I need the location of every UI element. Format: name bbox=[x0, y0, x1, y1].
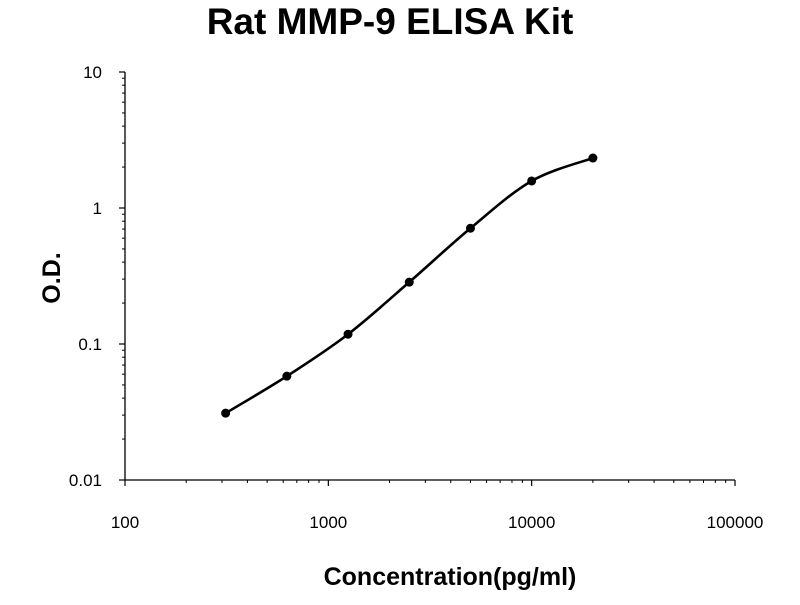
y-tick-label: 1 bbox=[93, 199, 102, 218]
x-tick-label: 100 bbox=[111, 513, 139, 532]
y-tick-label: 10 bbox=[83, 63, 102, 82]
data-point bbox=[465, 223, 475, 233]
data-point bbox=[282, 371, 292, 381]
x-tick-label: 10000 bbox=[508, 513, 555, 532]
data-point bbox=[221, 408, 231, 418]
x-tick-label: 1000 bbox=[309, 513, 347, 532]
x-tick-label: 100000 bbox=[707, 513, 764, 532]
data-point bbox=[527, 176, 537, 186]
y-tick-label: 0.1 bbox=[78, 335, 102, 354]
y-axis-label: O.D. bbox=[38, 252, 66, 303]
plot-area: 0.01 0.1 1 10 100 1000 10000 100000 bbox=[69, 63, 763, 532]
data-point bbox=[343, 329, 353, 339]
x-axis-label: Concentration(pg/ml) bbox=[324, 563, 577, 591]
y-tick-label: 0.01 bbox=[69, 471, 102, 490]
data-point bbox=[404, 277, 414, 287]
data-point bbox=[588, 153, 598, 163]
chart-title: Rat MMP-9 ELISA Kit bbox=[207, 1, 574, 42]
